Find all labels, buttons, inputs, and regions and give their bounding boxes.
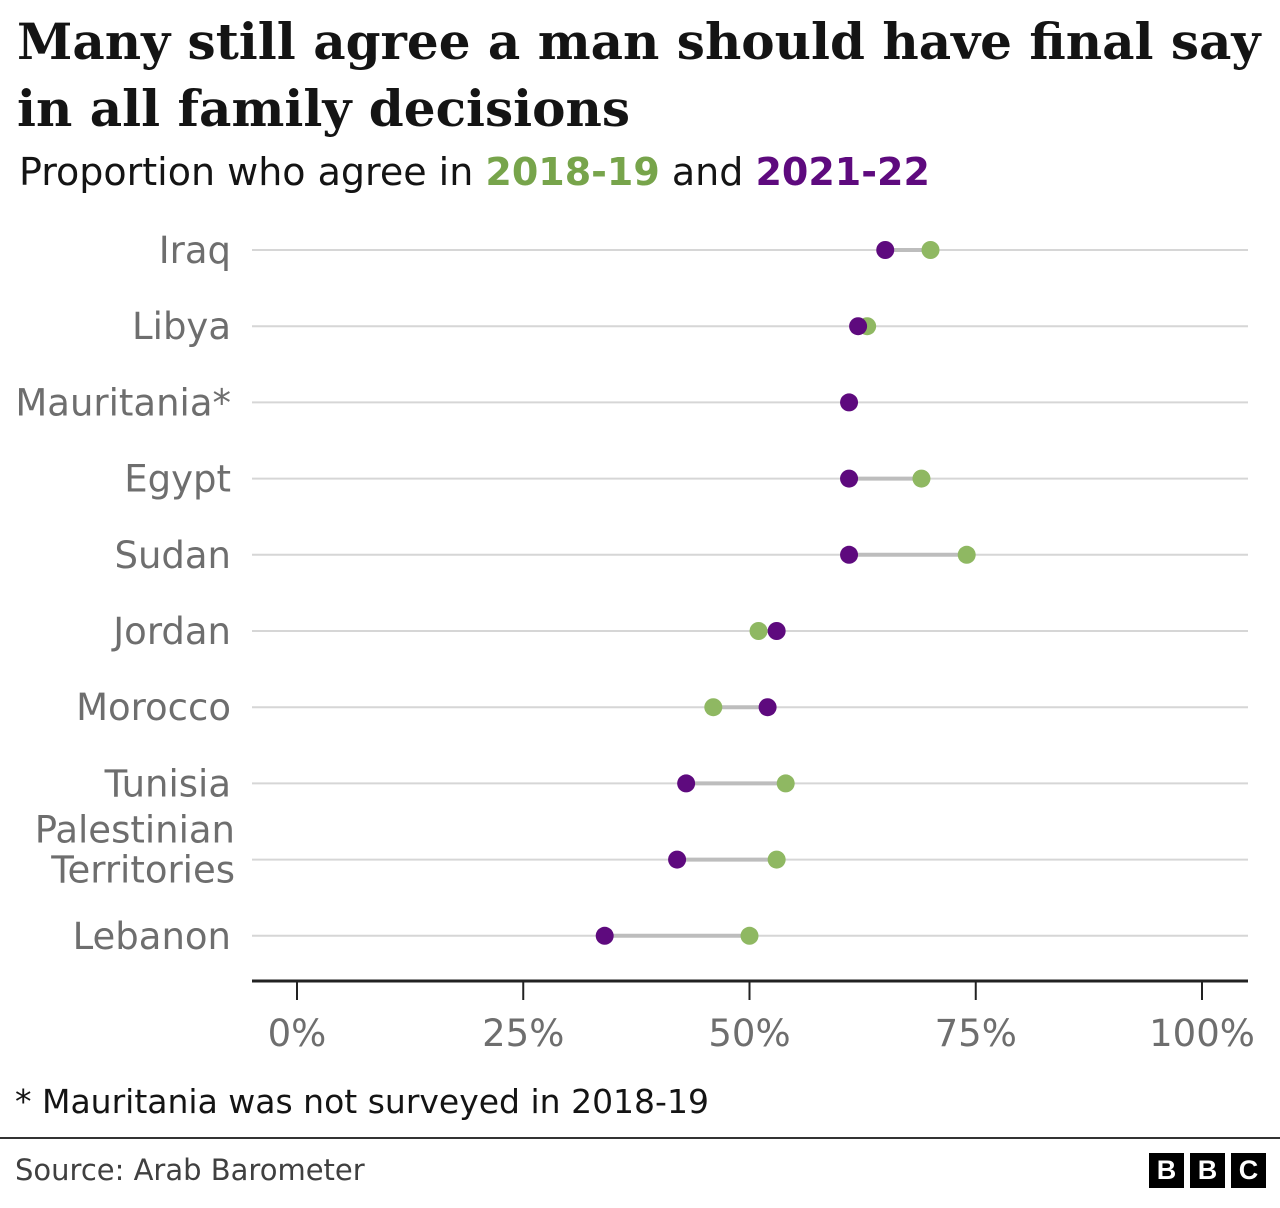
x-tick-label: 75% [935,1012,1017,1055]
point-2021-22 [840,393,859,412]
x-tick-label: 50% [708,1012,790,1055]
dumbbell-chart: Iraq Libya Mauritania* Egypt Sudan Jordan Moro… [15,229,1255,1055]
point-2021-22 [840,469,859,488]
point-2018-19 [957,545,976,564]
country-label: Tunisia [104,762,231,805]
logo-letter: C [1231,1153,1266,1188]
country-label: Egypt [124,458,231,501]
bbc-logo: B B C [1149,1153,1266,1188]
legend-2018-19: 2018-19 [485,150,660,194]
point-2018-19 [776,774,795,793]
point-2018-19 [912,469,931,488]
legend-2021-22: 2021-22 [755,150,930,194]
country-label: Jordan [111,610,231,653]
footnote: * Mauritania was not surveyed in 2018-19 [15,1082,709,1121]
country-label: Sudan [114,534,231,577]
chart-title: Many still agree a man should have final… [17,12,1261,138]
country-label: Iraq [159,229,231,272]
country-label: Libya [132,305,231,348]
subtitle-prefix: Proportion who agree in [19,150,486,194]
point-2021-22 [595,926,614,945]
point-2018-19 [740,926,759,945]
point-2018-19 [921,241,940,259]
country-label: Morocco [76,686,231,729]
country-label: Lebanon [73,915,231,958]
point-2018-19 [767,850,786,869]
point-2021-22 [758,698,777,717]
x-tick-label: 0% [268,1012,327,1055]
point-2021-22 [849,317,868,336]
point-2018-19 [704,698,723,717]
logo-letter: B [1149,1153,1184,1188]
divider [0,1137,1280,1139]
point-2021-22 [840,545,859,564]
logo-letter: B [1190,1153,1225,1188]
subtitle-mid: and [659,150,756,194]
point-2018-19 [749,622,768,640]
point-2021-22 [677,774,696,793]
x-tick-label: 100% [1149,1012,1255,1055]
point-2021-22 [767,622,786,640]
country-label: Palestinian Territories [35,809,235,892]
x-tick-label: 25% [482,1012,564,1055]
country-label: Mauritania* [15,381,231,424]
chart-subtitle: Proportion who agree in 2018-19 and 2021… [19,150,930,194]
source: Source: Arab Barometer [15,1153,365,1187]
point-2021-22 [876,241,895,259]
point-2021-22 [668,850,687,869]
